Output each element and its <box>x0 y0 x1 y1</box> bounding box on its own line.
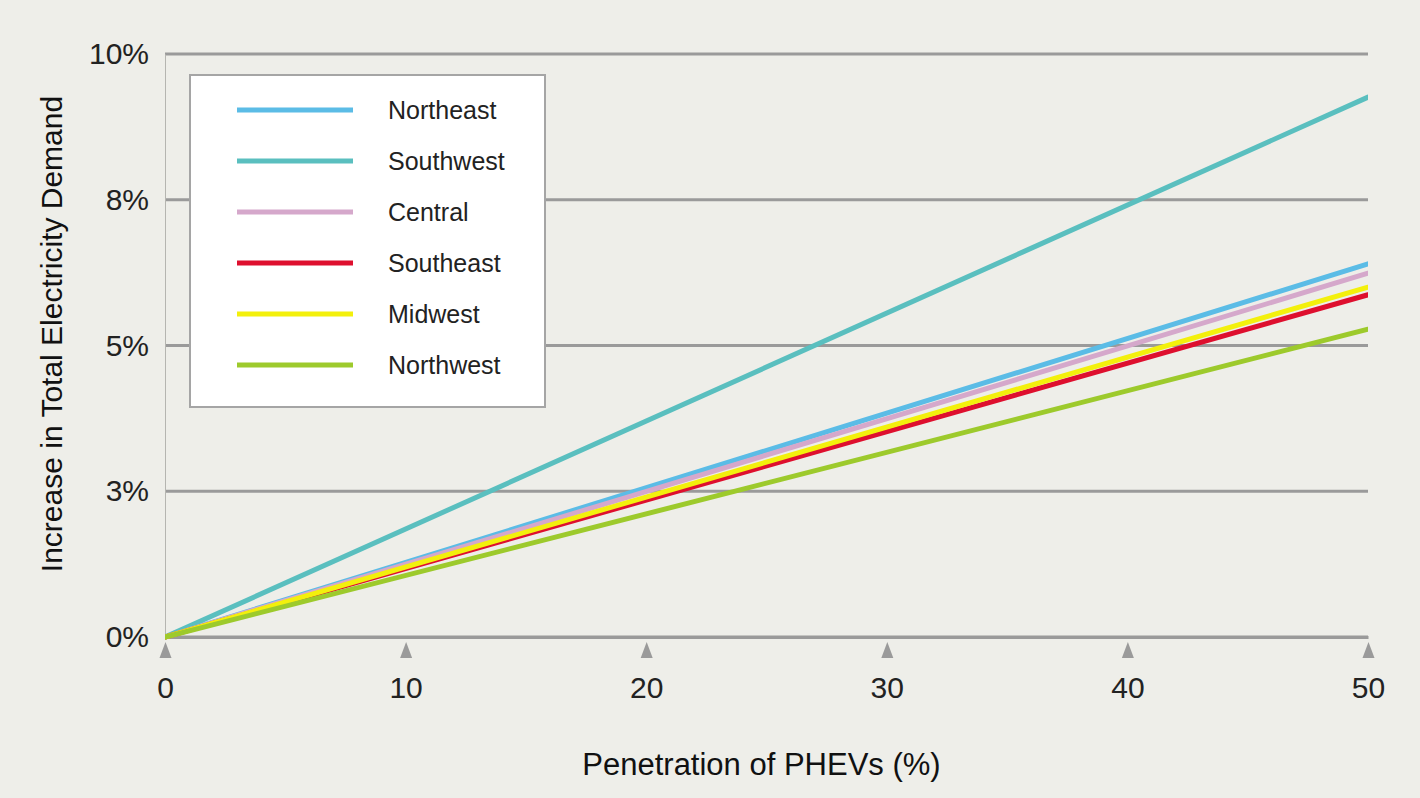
x-tick: 10 <box>389 637 422 704</box>
legend-label: Midwest <box>388 300 480 328</box>
legend: Northeast Southwest Central Southeast Midwes… <box>190 75 545 407</box>
y-tick-label: 10% <box>89 37 149 70</box>
x-tick-mark <box>641 642 653 658</box>
x-axis-title: Penetration of PHEVs (%) <box>582 747 940 782</box>
y-tick: 8% <box>106 183 165 216</box>
x-tick-label: 50 <box>1352 671 1385 704</box>
x-tick: 40 <box>1111 637 1144 704</box>
legend-swatch <box>237 108 353 113</box>
x-tick-label: 20 <box>630 671 663 704</box>
plot: 0% 3% 5% 8% 10% 0 10 20 30 40 50 Northeast Southwest… <box>89 37 1385 704</box>
legend-swatch <box>237 363 353 368</box>
y-axis-title: Increase in Total Electricity Demand <box>35 96 68 572</box>
x-tick: 0 <box>157 637 174 704</box>
x-tick-mark <box>1122 642 1134 658</box>
y-axis-line <box>165 55 166 638</box>
x-tick: 20 <box>630 637 663 704</box>
legend-swatch <box>237 159 353 164</box>
x-tick-label: 30 <box>871 671 904 704</box>
y-tick-label: 5% <box>106 329 149 362</box>
legend-swatch <box>237 312 353 317</box>
x-tick-mark <box>160 642 172 658</box>
x-axis: 0 10 20 30 40 50 <box>157 637 1385 704</box>
legend-swatch <box>237 261 353 266</box>
y-tick-label: 3% <box>106 474 149 507</box>
background <box>0 0 1420 798</box>
legend-swatch <box>237 210 353 215</box>
chart: 0% 3% 5% 8% 10% 0 10 20 30 40 50 Northeast Southwest… <box>0 0 1420 798</box>
y-tick: 5% <box>106 329 165 362</box>
x-tick-label: 40 <box>1111 671 1144 704</box>
y-tick: 3% <box>106 474 165 507</box>
legend-box <box>190 75 545 407</box>
x-tick-label: 0 <box>157 671 174 704</box>
x-tick-mark <box>400 642 412 658</box>
x-axis-line <box>166 636 1369 639</box>
y-tick-label: 8% <box>106 183 149 216</box>
grid-line <box>165 53 1368 56</box>
legend-label: Southwest <box>388 147 505 175</box>
x-tick-label: 10 <box>389 671 422 704</box>
legend-label: Northwest <box>388 351 501 379</box>
x-tick-mark <box>881 642 893 658</box>
y-axis: 0% 3% 5% 8% 10% <box>89 37 166 653</box>
y-tick: 10% <box>89 37 165 70</box>
y-tick: 0% <box>106 620 165 653</box>
legend-label: Northeast <box>388 96 496 124</box>
legend-label: Central <box>388 198 469 226</box>
x-tick: 50 <box>1352 637 1385 704</box>
grid-line <box>165 636 1368 639</box>
y-tick-label: 0% <box>106 620 149 653</box>
grid-line <box>165 490 1368 493</box>
x-tick-mark <box>1363 642 1375 658</box>
grid <box>165 54 1368 637</box>
legend-label: Southeast <box>388 249 501 277</box>
x-tick: 30 <box>871 637 904 704</box>
